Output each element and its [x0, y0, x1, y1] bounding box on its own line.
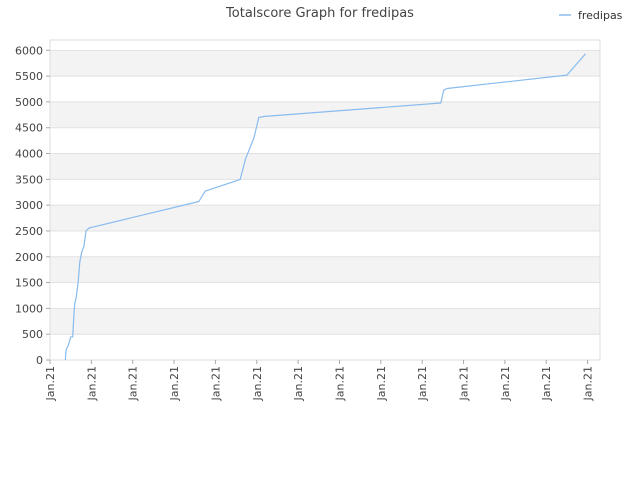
legend: fredipas	[559, 9, 623, 22]
y-tick-label: 3500	[15, 173, 43, 186]
grid-band	[50, 230, 600, 257]
grid-band	[50, 127, 600, 154]
grid-band	[50, 40, 600, 51]
x-tick-label: Jan.21	[416, 366, 429, 401]
grid-band	[50, 50, 600, 77]
y-tick-label: 6000	[15, 44, 43, 57]
grid-lines	[50, 49, 600, 361]
plot-area	[49, 39, 601, 361]
grid-band	[50, 282, 600, 309]
y-tick-label: 5000	[15, 96, 43, 109]
x-tick-label: Jan.21	[499, 366, 512, 401]
grid-band	[50, 308, 600, 335]
x-tick-label: Jan.21	[85, 366, 98, 401]
y-tick-label: 1500	[15, 277, 43, 290]
y-tick-label: 4500	[15, 122, 43, 135]
y-tick-label: 500	[22, 328, 43, 341]
x-tick-label: Jan.21	[458, 366, 471, 401]
chart-title: Totalscore Graph for fredipas	[225, 6, 414, 21]
x-tick-label: Jan.21	[251, 366, 264, 401]
x-tick-label: Jan.21	[333, 366, 346, 401]
x-axis: Jan.21 Jan.21 Jan.21 Jan.21 Jan.21 Jan.21 Jan.…	[44, 360, 595, 401]
x-tick-label: Jan.21	[375, 366, 388, 401]
grid-band	[50, 334, 600, 360]
legend-label: fredipas	[578, 9, 623, 22]
x-tick-label: Jan.21	[209, 366, 222, 401]
y-tick-label: 1000	[15, 302, 43, 315]
x-tick-label: Jan.21	[540, 366, 553, 401]
x-tick-label: Jan.21	[582, 366, 595, 401]
y-tick-label: 3000	[15, 199, 43, 212]
grid-band	[50, 256, 600, 283]
y-tick-label: 2500	[15, 225, 43, 238]
grid-band	[50, 76, 600, 102]
y-tick-label: 5500	[15, 70, 43, 83]
x-tick-label: Jan.21	[292, 366, 305, 401]
grid-band	[50, 101, 600, 128]
x-tick-label: Jan.21	[44, 366, 57, 401]
series-layer	[64, 53, 586, 361]
series-line	[64, 53, 586, 361]
x-tick-label: Jan.21	[168, 366, 181, 401]
grid-band	[50, 179, 600, 206]
x-tick-label: Jan.21	[127, 366, 140, 401]
y-tick-label: 0	[36, 354, 43, 367]
y-tick-label: 4000	[15, 148, 43, 161]
grid-band	[50, 205, 600, 231]
grid-bands	[50, 40, 600, 360]
y-tick-label: 2000	[15, 251, 43, 264]
y-axis: 0 500 1000 1500 2000 2500 3000 3500 4000 4500 5000…	[15, 44, 50, 367]
grid-band	[50, 153, 600, 180]
